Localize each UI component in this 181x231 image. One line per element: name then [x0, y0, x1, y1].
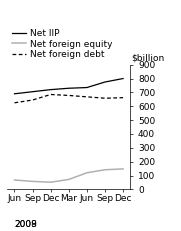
Net IIP	[13, 92, 16, 95]
Net IIP	[104, 81, 106, 83]
Legend: Net IIP, Net foreign equity, Net foreign debt: Net IIP, Net foreign equity, Net foreign…	[12, 29, 112, 59]
Net IIP	[50, 88, 52, 91]
Net foreign debt	[13, 101, 16, 104]
Net IIP	[122, 77, 124, 80]
Net foreign debt	[50, 93, 52, 96]
Line: Net foreign debt: Net foreign debt	[14, 94, 123, 103]
Net foreign debt	[104, 97, 106, 100]
Net foreign debt	[31, 99, 34, 101]
Line: Net foreign equity: Net foreign equity	[14, 169, 123, 182]
Net foreign equity	[86, 171, 88, 174]
Net foreign equity	[104, 168, 106, 171]
Text: 2009: 2009	[14, 220, 37, 229]
Net foreign equity	[122, 167, 124, 170]
Net IIP	[68, 87, 70, 90]
Text: 2008: 2008	[14, 220, 37, 229]
Net IIP	[31, 90, 34, 93]
Net foreign equity	[13, 179, 16, 181]
Net foreign equity	[31, 180, 34, 183]
Net foreign equity	[50, 181, 52, 184]
Text: $billion: $billion	[132, 53, 165, 62]
Net foreign debt	[86, 95, 88, 98]
Net IIP	[86, 86, 88, 89]
Net foreign equity	[68, 178, 70, 181]
Net foreign debt	[122, 96, 124, 99]
Net foreign debt	[68, 94, 70, 97]
Line: Net IIP: Net IIP	[14, 79, 123, 94]
